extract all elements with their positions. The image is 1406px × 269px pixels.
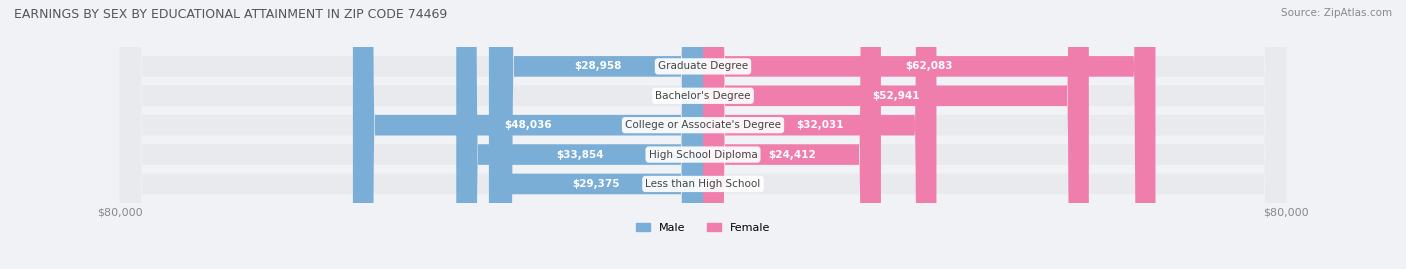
FancyBboxPatch shape [703,0,1156,269]
Text: EARNINGS BY SEX BY EDUCATIONAL ATTAINMENT IN ZIP CODE 74469: EARNINGS BY SEX BY EDUCATIONAL ATTAINMEN… [14,8,447,21]
FancyBboxPatch shape [120,0,703,269]
FancyBboxPatch shape [120,0,703,269]
Text: $33,854: $33,854 [555,150,603,160]
FancyBboxPatch shape [120,0,703,269]
FancyBboxPatch shape [703,0,1088,269]
Text: Graduate Degree: Graduate Degree [658,61,748,71]
FancyBboxPatch shape [489,0,703,269]
Text: $29,375: $29,375 [572,179,620,189]
FancyBboxPatch shape [703,0,1286,269]
Text: College or Associate's Degree: College or Associate's Degree [626,120,780,130]
FancyBboxPatch shape [703,0,936,269]
FancyBboxPatch shape [703,0,1286,269]
Text: $28,958: $28,958 [574,61,621,71]
FancyBboxPatch shape [120,0,703,269]
FancyBboxPatch shape [703,0,1286,269]
Text: High School Diploma: High School Diploma [648,150,758,160]
Text: Bachelor's Degree: Bachelor's Degree [655,91,751,101]
Legend: Male, Female: Male, Female [631,218,775,237]
Text: $48,036: $48,036 [505,120,551,130]
FancyBboxPatch shape [492,0,703,269]
Text: $0: $0 [675,91,689,101]
FancyBboxPatch shape [120,0,703,269]
Text: Source: ZipAtlas.com: Source: ZipAtlas.com [1281,8,1392,18]
Text: $24,412: $24,412 [768,150,815,160]
Text: Less than High School: Less than High School [645,179,761,189]
FancyBboxPatch shape [703,0,1286,269]
FancyBboxPatch shape [457,0,703,269]
Text: $62,083: $62,083 [905,61,953,71]
FancyBboxPatch shape [703,0,882,269]
Text: $0: $0 [717,179,731,189]
FancyBboxPatch shape [353,0,703,269]
Text: $52,941: $52,941 [872,91,920,101]
Text: $32,031: $32,031 [796,120,844,130]
FancyBboxPatch shape [703,0,1286,269]
